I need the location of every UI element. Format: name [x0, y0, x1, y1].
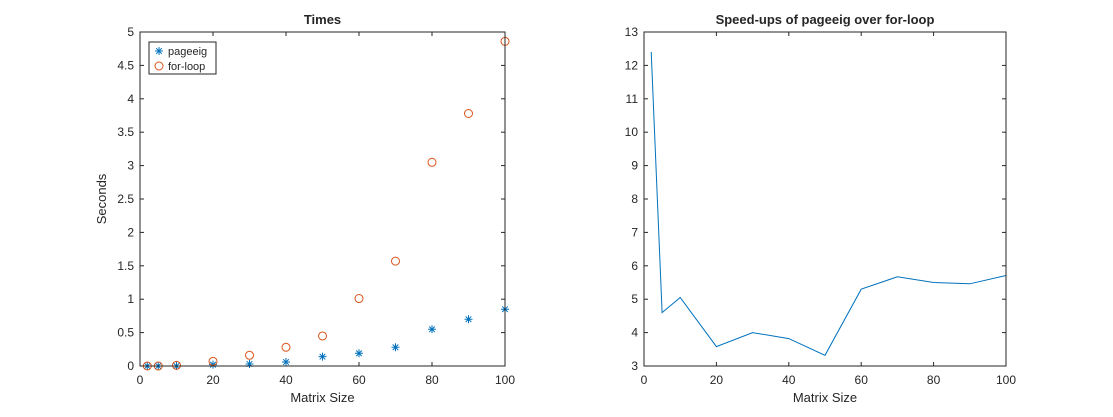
pageeig-point	[391, 343, 400, 352]
pageeig-point	[464, 315, 473, 324]
speedup-axes-box	[643, 31, 1007, 367]
times-y-tick-label: 0	[127, 359, 134, 373]
speedup-y-tick-label: 4	[631, 326, 638, 340]
times-y-tick-label: 1	[127, 292, 134, 306]
times-y-tick-label: 0.5	[117, 326, 134, 340]
speedup-x-axis-label: Matrix Size	[793, 390, 857, 405]
times-y-tick-label: 2.5	[117, 192, 134, 206]
times-y-axis-label: Seconds	[94, 173, 109, 224]
pageeig-point	[245, 359, 254, 368]
speedup-y-tick-label: 5	[631, 292, 638, 306]
pageeig-point	[282, 357, 290, 366]
speedup-x-tick-label: 0	[641, 373, 648, 387]
times-axes-box	[139, 31, 506, 367]
speedup-y-tick-label: 12	[625, 58, 639, 72]
speedup-x-tick-label: 100	[996, 373, 1016, 387]
times-y-tick-label: 3.5	[117, 125, 134, 139]
times-y-tick-label: 4.5	[117, 58, 134, 72]
times-legend: pageeig for-loop	[148, 41, 217, 75]
speedup-x-tick-label: 40	[782, 373, 796, 387]
legend-entry-label: for-loop	[168, 61, 205, 73]
pageeig-point	[355, 349, 363, 358]
times-x-tick-label: 40	[279, 373, 293, 387]
speedup-y-tick-label: 9	[631, 159, 638, 173]
for-loop-point	[245, 350, 254, 360]
speedup-series-line	[650, 51, 1007, 356]
legend-box	[148, 41, 217, 75]
pageeig-point	[428, 325, 436, 334]
speedup-chart: 0 20 40 60 80 100 3 4 5 6 7 8 9 10 11 12 13 Speed-ups of…	[625, 12, 1017, 405]
times-y-tick-label: 4	[127, 92, 134, 106]
times-y-tick-label: 2	[127, 225, 134, 239]
speedup-x-tick-label: 80	[927, 373, 941, 387]
pageeig-point	[209, 360, 217, 369]
speedup-y-tick-label: 11	[626, 92, 639, 106]
speedup-y-tick-label: 7	[631, 225, 638, 239]
times-x-tick-label: 20	[206, 373, 220, 387]
for-loop-point	[427, 157, 437, 167]
times-x-tick-label: 60	[352, 373, 366, 387]
legend-circle-marker	[154, 61, 164, 71]
times-x-tick-label: 100	[495, 373, 515, 387]
speedup-chart-title: Speed-ups of pageeig over for-loop	[716, 12, 935, 27]
for-loop-point	[281, 342, 291, 352]
times-x-tick-label: 0	[137, 373, 144, 387]
pageeig-point	[318, 352, 327, 361]
times-x-axis-label: Matrix Size	[290, 390, 354, 405]
for-loop-point	[391, 256, 400, 266]
speedup-x-tick-label: 60	[855, 373, 869, 387]
times-y-tick-label: 3	[127, 159, 134, 173]
for-loop-point	[172, 360, 181, 370]
speedup-y-tick-label: 8	[631, 192, 638, 206]
legend-asterisk-marker	[155, 47, 163, 55]
times-x-tick-label: 80	[425, 373, 439, 387]
speedup-y-tick-label: 6	[631, 259, 638, 273]
for-loop-point	[318, 331, 327, 341]
times-y-tick-label: 5	[127, 25, 134, 39]
times-y-tick-label: 1.5	[117, 259, 134, 273]
speedup-y-tick-label: 3	[631, 359, 638, 373]
speedup-x-tick-label: 20	[710, 373, 724, 387]
legend-entry-label: pageeig	[168, 46, 207, 58]
for-loop-point	[464, 108, 473, 118]
for-loop-point	[354, 294, 364, 304]
for-loop-point	[208, 356, 218, 366]
speedup-y-tick-label: 13	[625, 25, 639, 39]
speedup-y-tick-label: 10	[625, 125, 639, 139]
times-chart-title: Times	[304, 12, 341, 27]
